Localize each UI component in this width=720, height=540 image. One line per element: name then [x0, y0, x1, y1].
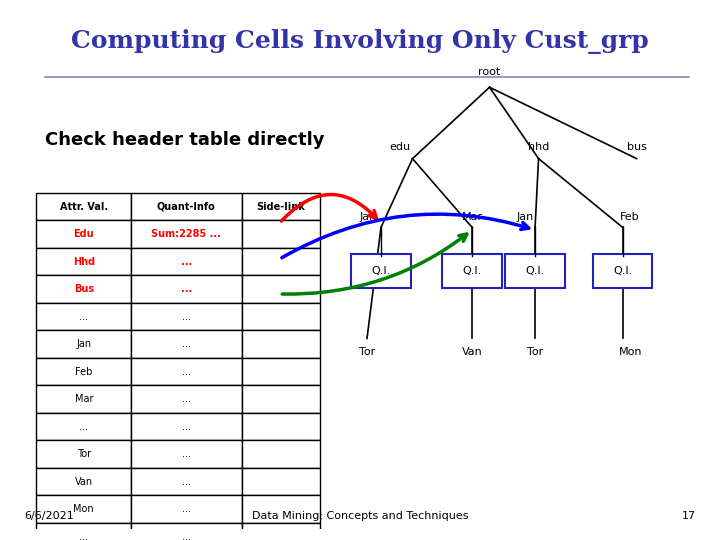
- Bar: [37, 220, 131, 248]
- Text: Mar: Mar: [462, 212, 482, 222]
- Bar: [131, 330, 242, 358]
- FancyBboxPatch shape: [593, 254, 652, 288]
- Text: Tor: Tor: [527, 347, 543, 356]
- FancyArrowPatch shape: [282, 194, 377, 221]
- Text: Van: Van: [75, 477, 93, 487]
- Bar: [242, 468, 320, 496]
- Text: Q.I.: Q.I.: [462, 266, 482, 276]
- Text: Hhd: Hhd: [73, 256, 95, 267]
- Bar: [131, 303, 242, 330]
- Text: ...: ...: [181, 256, 192, 267]
- FancyArrowPatch shape: [282, 214, 528, 258]
- Text: Tor: Tor: [359, 347, 375, 356]
- Bar: [242, 330, 320, 358]
- Text: ...: ...: [182, 394, 191, 404]
- Text: ...: ...: [182, 422, 191, 431]
- Text: Attr. Val.: Attr. Val.: [60, 202, 108, 212]
- Bar: [37, 523, 131, 540]
- Bar: [242, 303, 320, 330]
- Bar: [131, 275, 242, 303]
- Text: Feb: Feb: [75, 367, 92, 377]
- Text: Feb: Feb: [620, 212, 639, 222]
- Bar: [131, 248, 242, 275]
- Bar: [37, 303, 131, 330]
- Text: Q.I.: Q.I.: [613, 266, 632, 276]
- Bar: [131, 468, 242, 496]
- Text: Edu: Edu: [73, 230, 94, 239]
- Text: Sum:2285 ...: Sum:2285 ...: [151, 230, 221, 239]
- Bar: [37, 358, 131, 386]
- Text: ...: ...: [79, 422, 89, 431]
- Text: Mon: Mon: [619, 347, 643, 356]
- Bar: [131, 193, 242, 220]
- Text: ...: ...: [79, 532, 89, 540]
- Bar: [131, 220, 242, 248]
- Bar: [242, 248, 320, 275]
- Text: Jan: Jan: [76, 339, 91, 349]
- Text: Jan: Jan: [360, 212, 377, 222]
- Bar: [242, 441, 320, 468]
- Bar: [131, 358, 242, 386]
- Text: Side-link: Side-link: [256, 202, 305, 212]
- FancyBboxPatch shape: [442, 254, 502, 288]
- Bar: [37, 386, 131, 413]
- Text: ...: ...: [79, 312, 89, 322]
- Bar: [37, 496, 131, 523]
- Text: ...: ...: [182, 449, 191, 459]
- FancyBboxPatch shape: [505, 254, 564, 288]
- Text: Data Mining: Concepts and Techniques: Data Mining: Concepts and Techniques: [252, 511, 468, 521]
- Bar: [242, 193, 320, 220]
- Bar: [242, 496, 320, 523]
- Bar: [37, 275, 131, 303]
- Text: Q.I.: Q.I.: [372, 266, 391, 276]
- Bar: [131, 413, 242, 441]
- Text: Quant-Info: Quant-Info: [157, 202, 216, 212]
- Text: Tor: Tor: [77, 449, 91, 459]
- Bar: [242, 220, 320, 248]
- Bar: [242, 413, 320, 441]
- Text: ...: ...: [182, 532, 191, 540]
- Text: 17: 17: [682, 511, 696, 521]
- Text: ...: ...: [181, 284, 192, 294]
- Bar: [242, 358, 320, 386]
- Text: ...: ...: [182, 367, 191, 377]
- Bar: [37, 248, 131, 275]
- Bar: [37, 468, 131, 496]
- Text: hhd: hhd: [528, 142, 549, 152]
- FancyBboxPatch shape: [351, 254, 411, 288]
- Text: 6/6/2021: 6/6/2021: [24, 511, 73, 521]
- Text: ...: ...: [182, 312, 191, 322]
- Bar: [131, 523, 242, 540]
- Text: ...: ...: [182, 477, 191, 487]
- Bar: [37, 330, 131, 358]
- Bar: [37, 413, 131, 441]
- Text: Mar: Mar: [74, 394, 93, 404]
- Bar: [242, 275, 320, 303]
- Text: Check header table directly: Check header table directly: [45, 131, 325, 149]
- Text: Bus: Bus: [73, 284, 94, 294]
- Text: edu: edu: [390, 142, 410, 152]
- Text: bus: bus: [626, 142, 647, 152]
- Bar: [131, 441, 242, 468]
- Text: Computing Cells Involving Only Cust_grp: Computing Cells Involving Only Cust_grp: [71, 29, 649, 54]
- Text: ...: ...: [182, 339, 191, 349]
- Bar: [37, 193, 131, 220]
- Bar: [37, 441, 131, 468]
- Bar: [242, 386, 320, 413]
- FancyArrowPatch shape: [282, 234, 467, 294]
- Text: root: root: [478, 68, 500, 77]
- Text: Q.I.: Q.I.: [526, 266, 545, 276]
- Bar: [131, 496, 242, 523]
- Bar: [242, 523, 320, 540]
- Bar: [131, 386, 242, 413]
- Text: ...: ...: [182, 504, 191, 514]
- Text: Jan: Jan: [517, 212, 534, 222]
- Text: Mon: Mon: [73, 504, 94, 514]
- Text: Van: Van: [462, 347, 482, 356]
